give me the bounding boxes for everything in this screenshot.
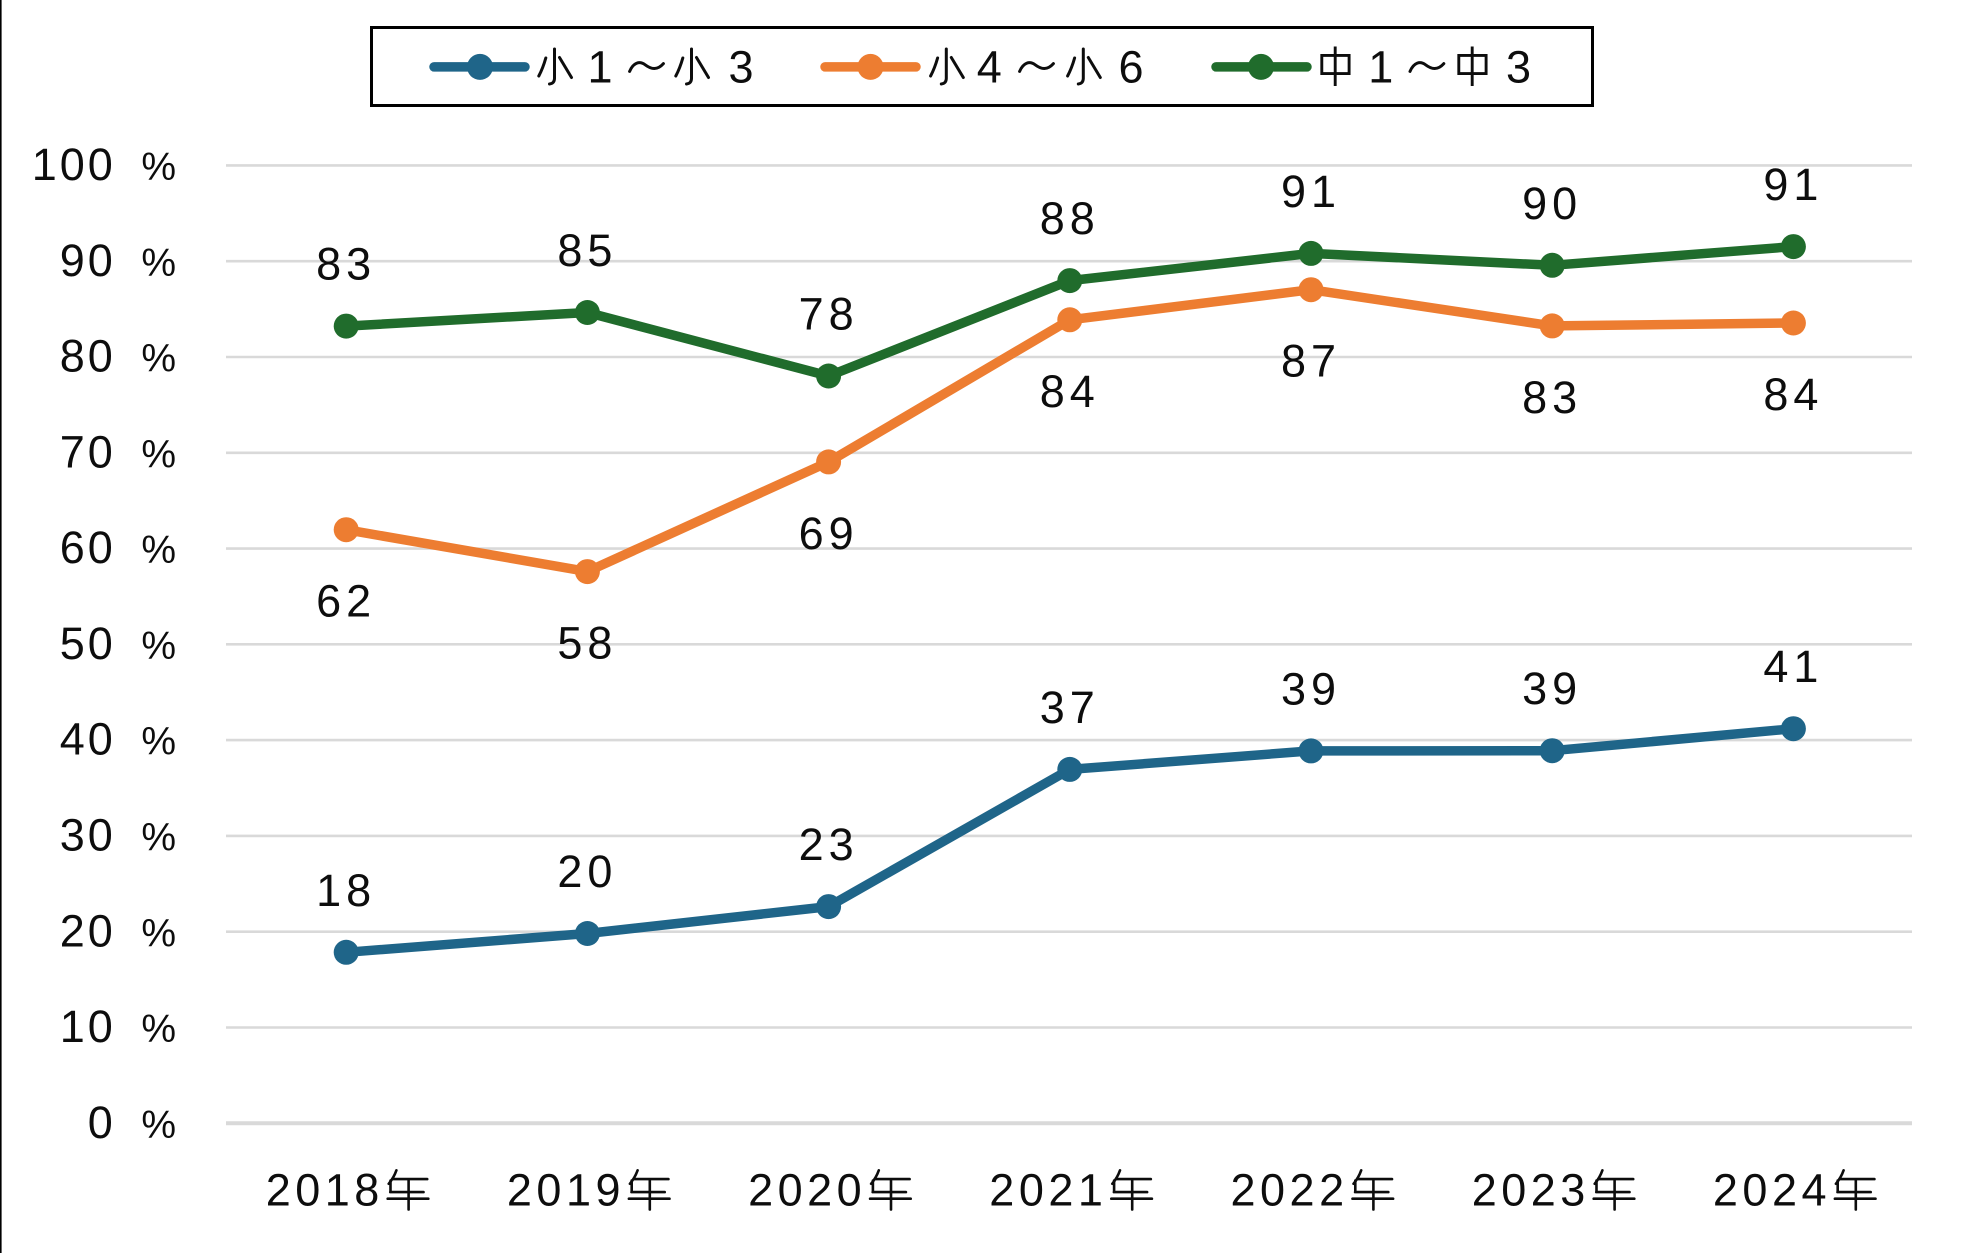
- svg-text:1: 1: [1368, 42, 1395, 93]
- svg-text:90: 90: [1522, 178, 1582, 229]
- svg-text:60 %: 60 %: [60, 522, 179, 573]
- svg-text:40 %: 40 %: [60, 714, 179, 765]
- svg-text:83: 83: [1522, 372, 1582, 423]
- svg-text:10 %: 10 %: [60, 1001, 179, 1052]
- svg-text:30 %: 30 %: [60, 810, 179, 861]
- svg-text:4: 4: [977, 42, 1004, 93]
- svg-text:2020: 2020: [748, 1165, 866, 1216]
- svg-text:62: 62: [316, 576, 376, 627]
- svg-text:58: 58: [557, 618, 617, 669]
- svg-text:2023: 2023: [1472, 1165, 1590, 1216]
- svg-text:2018: 2018: [266, 1165, 384, 1216]
- svg-text:1: 1: [587, 42, 614, 93]
- svg-text:69: 69: [799, 508, 859, 559]
- svg-text:88: 88: [1040, 193, 1100, 244]
- svg-text:2024: 2024: [1713, 1165, 1831, 1216]
- svg-text:3: 3: [1506, 42, 1533, 93]
- svg-text:91: 91: [1281, 166, 1341, 217]
- svg-text:87: 87: [1281, 336, 1341, 387]
- svg-text:39: 39: [1522, 663, 1582, 714]
- svg-text:23: 23: [799, 819, 859, 870]
- svg-text:91: 91: [1763, 159, 1823, 210]
- svg-text:3: 3: [728, 42, 755, 93]
- svg-text:50 %: 50 %: [60, 618, 179, 669]
- svg-text:85: 85: [557, 225, 617, 276]
- svg-text:70 %: 70 %: [60, 426, 179, 477]
- svg-text:37: 37: [1040, 682, 1100, 733]
- svg-text:83: 83: [316, 239, 376, 290]
- svg-text:80 %: 80 %: [60, 331, 179, 382]
- svg-text:78: 78: [799, 289, 859, 340]
- svg-text:20 %: 20 %: [60, 905, 179, 956]
- svg-text:2021: 2021: [989, 1165, 1107, 1216]
- svg-text:39: 39: [1281, 663, 1341, 714]
- svg-text:18: 18: [316, 865, 376, 916]
- svg-text:84: 84: [1763, 369, 1823, 420]
- svg-text:84: 84: [1040, 366, 1100, 417]
- svg-text:41: 41: [1763, 641, 1823, 692]
- svg-text:0 %: 0 %: [88, 1097, 179, 1148]
- svg-text:2022: 2022: [1231, 1165, 1349, 1216]
- svg-text:6: 6: [1118, 42, 1145, 93]
- svg-text:90 %: 90 %: [60, 235, 179, 286]
- svg-text:100 %: 100 %: [32, 139, 179, 190]
- svg-text:2019: 2019: [507, 1165, 625, 1216]
- svg-text:20: 20: [557, 846, 617, 897]
